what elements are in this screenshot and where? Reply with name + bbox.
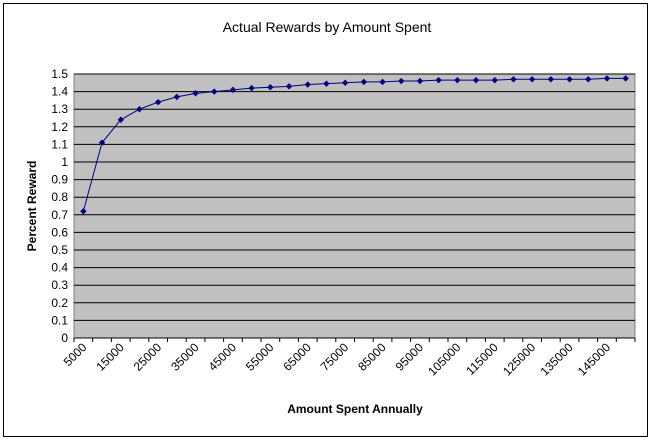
data-point — [398, 77, 405, 85]
x-tick-label: 125000 — [500, 340, 538, 378]
y-tick-label: 1.1 — [51, 137, 68, 151]
data-point — [566, 76, 573, 83]
y-tick-label: 0.6 — [51, 225, 68, 239]
y-tick-label: 1.3 — [51, 102, 68, 116]
plot-area — [73, 73, 636, 339]
data-point — [173, 93, 181, 101]
x-tick-label: 45000 — [206, 340, 240, 374]
data-points — [80, 75, 629, 215]
x-tick-label: 55000 — [243, 340, 277, 374]
data-point — [285, 83, 293, 90]
y-tick-label: 0.7 — [51, 208, 68, 222]
y-axis-title: Percent Reward — [25, 161, 39, 252]
data-point — [117, 116, 124, 123]
data-point — [98, 139, 106, 146]
x-tick-label: 25000 — [131, 340, 165, 374]
x-tick-labels: 5000 15000 25000 35000 45000 55000 65000 75000 8… — [61, 340, 614, 378]
y-tick-label: 0.3 — [51, 278, 68, 292]
data-point — [435, 76, 442, 84]
data-point — [248, 84, 255, 92]
x-tick-label: 35000 — [168, 340, 202, 374]
y-tick-label: 0.2 — [51, 296, 68, 310]
y-tick-label: 1 — [61, 155, 68, 169]
y-tick-label: 0.1 — [51, 313, 68, 327]
data-point — [267, 84, 274, 91]
data-point — [154, 98, 162, 106]
x-tick-label: 15000 — [93, 340, 127, 374]
y-tick-labels: 0 0.1 0.2 0.3 0.4 0.5 0.6 0.7 0.8 0.9 1 1.1 1.2 1.3 1.… — [51, 67, 68, 345]
data-point — [323, 80, 330, 87]
data-point — [622, 75, 629, 82]
y-tick-label: 0.8 — [51, 190, 68, 204]
x-tick-label: 95000 — [393, 340, 427, 374]
y-tick-label: 0.5 — [51, 243, 68, 257]
data-point — [547, 76, 555, 83]
x-tick-label: 135000 — [537, 340, 575, 378]
y-tick-label: 0.4 — [51, 261, 68, 275]
y-tick-label: 1.5 — [51, 67, 68, 81]
data-point — [491, 76, 498, 84]
data-point — [603, 75, 611, 82]
x-tick-marks — [73, 338, 636, 342]
data-point — [510, 76, 517, 83]
data-point — [416, 77, 424, 85]
data-point — [80, 208, 87, 215]
x-tick-label: 85000 — [355, 340, 389, 374]
data-point — [360, 78, 368, 86]
x-tick-label: 105000 — [425, 340, 463, 378]
data-point — [472, 76, 480, 84]
data-point — [211, 88, 218, 95]
x-tick-label: 75000 — [318, 340, 352, 374]
data-point — [192, 90, 199, 97]
y-tick-label: 1.2 — [51, 120, 68, 134]
data-point — [585, 76, 592, 83]
y-tick-label: 0.9 — [51, 173, 68, 187]
chart-title: Actual Rewards by Amount Spent — [223, 19, 432, 35]
data-point — [341, 79, 349, 86]
x-tick-label: 145000 — [575, 340, 613, 378]
x-axis-title: Amount Spent Annually — [287, 402, 423, 416]
data-point — [229, 86, 237, 94]
data-point — [304, 81, 311, 88]
data-point — [379, 78, 386, 86]
data-point — [136, 106, 143, 113]
data-point — [528, 76, 536, 83]
x-tick-label: 115000 — [463, 340, 501, 378]
gridlines — [74, 73, 635, 339]
data-point — [454, 76, 461, 84]
y-tick-label: 1.4 — [51, 85, 68, 99]
y-tick-label: 0 — [61, 331, 68, 345]
x-tick-label: 65000 — [280, 340, 314, 374]
